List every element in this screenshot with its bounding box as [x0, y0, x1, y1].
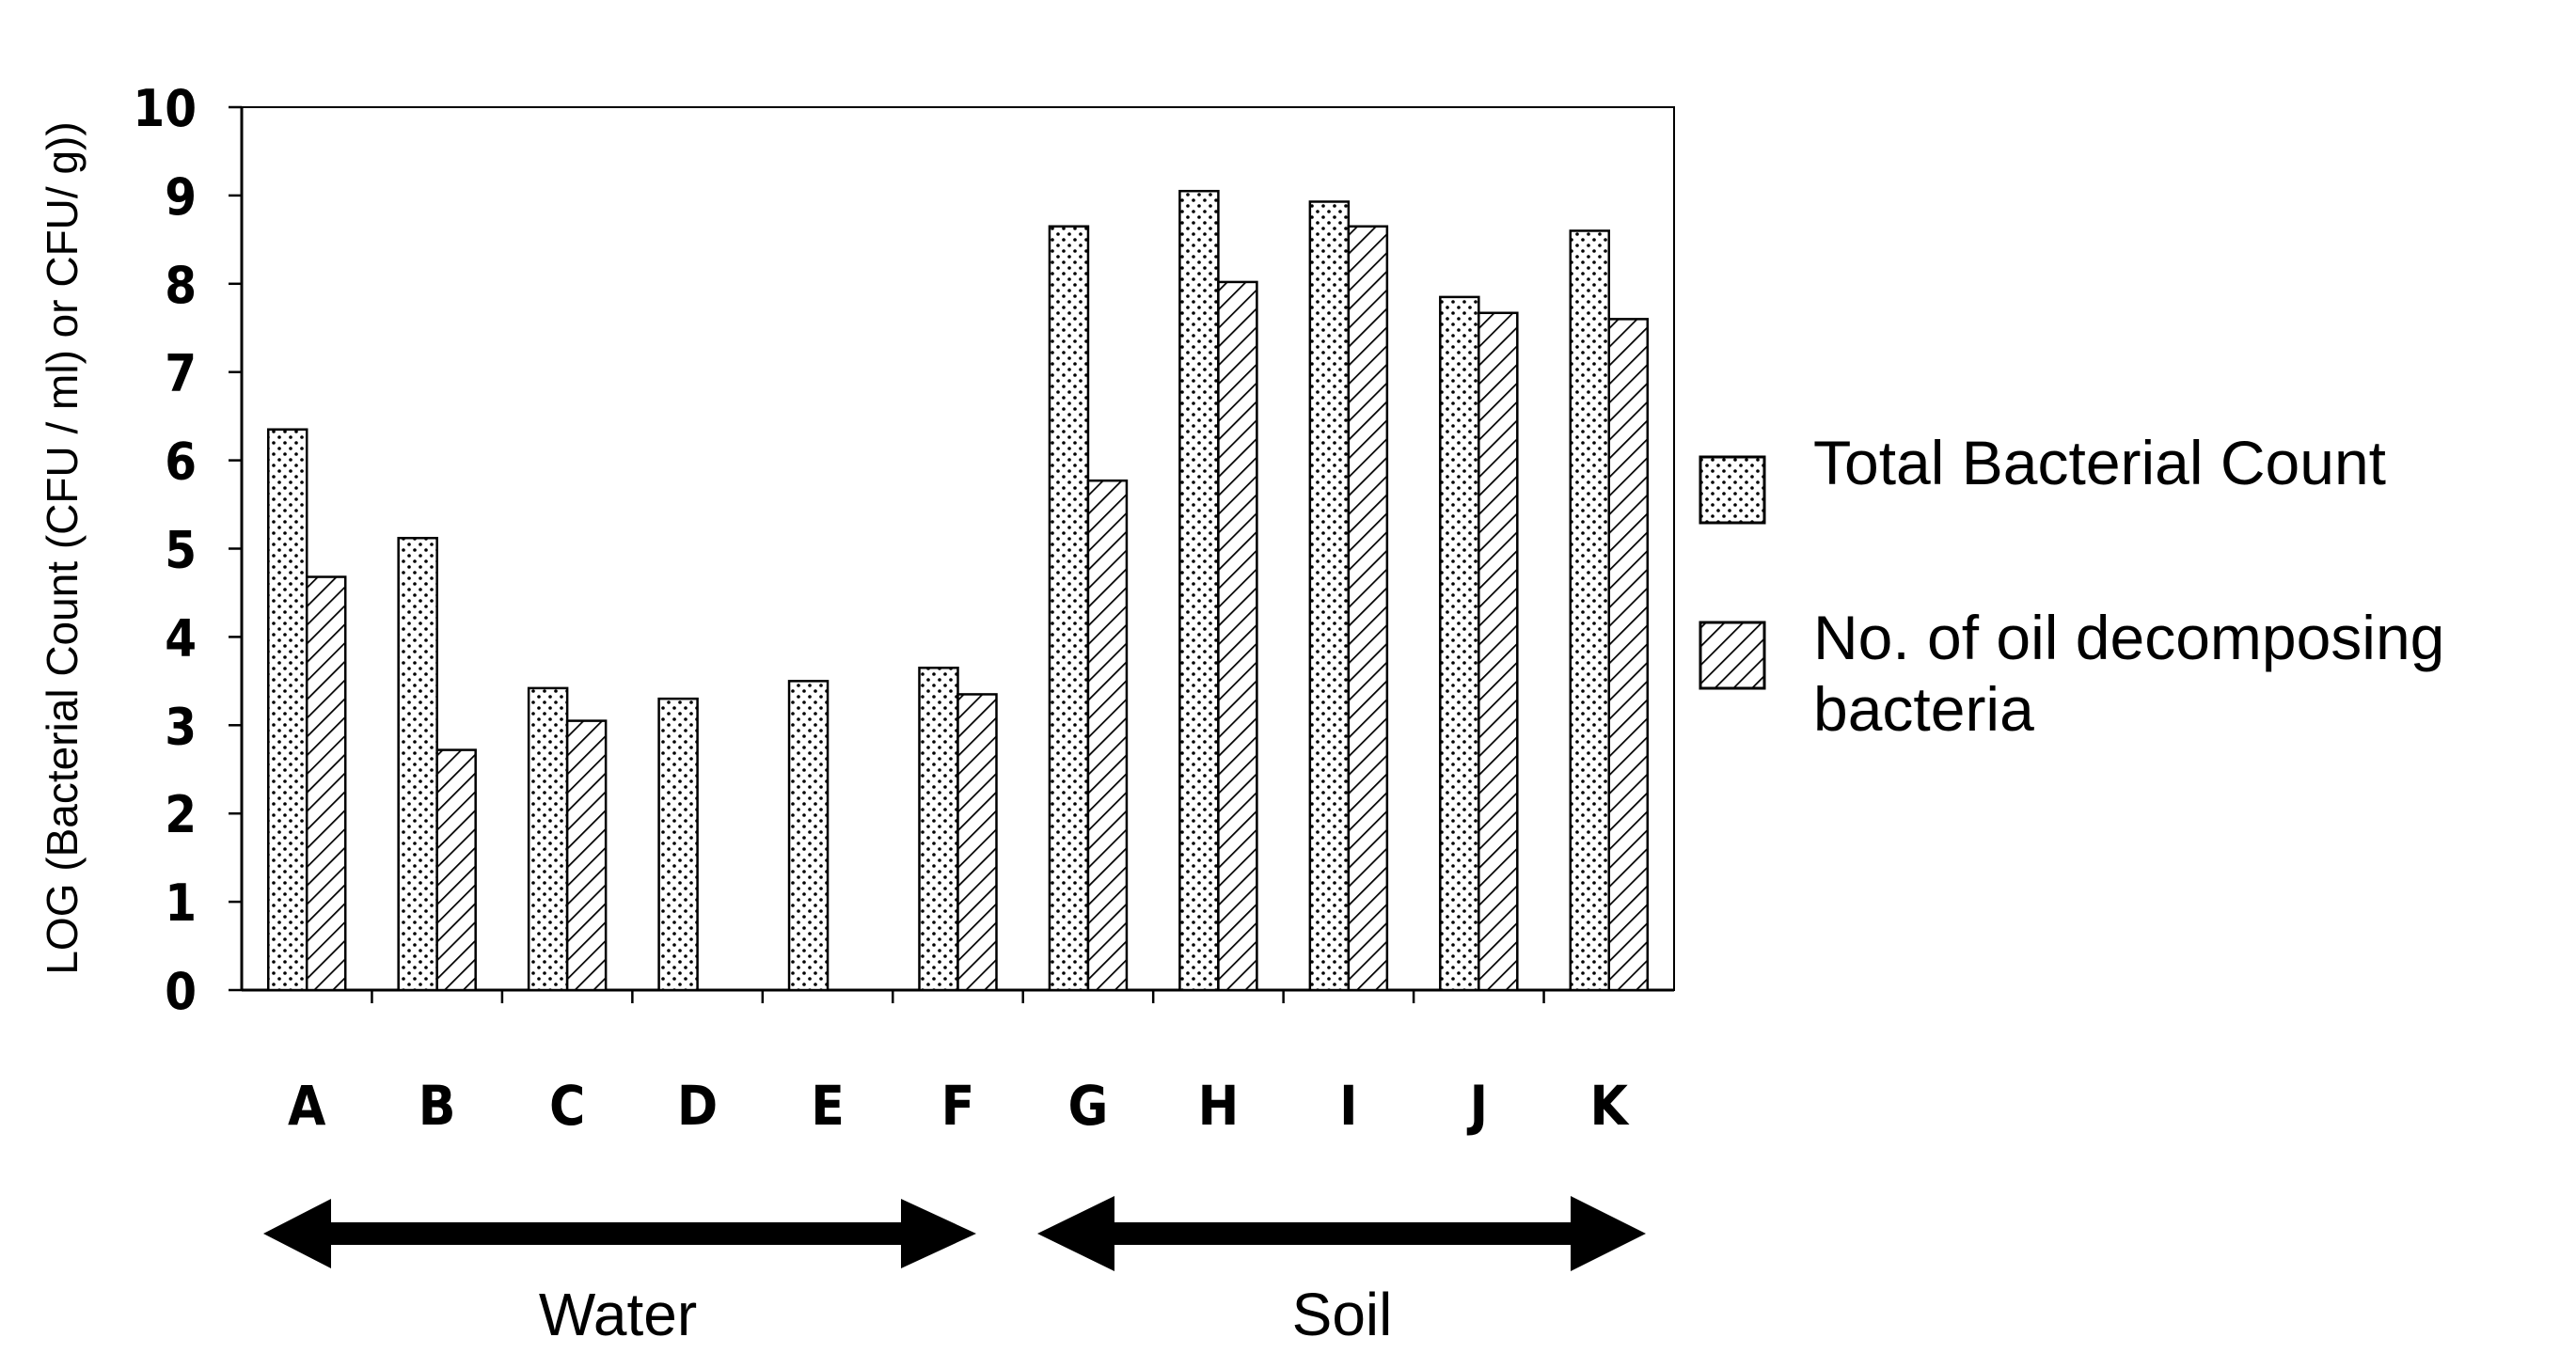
bar-oil-decomposing-bacteria — [1347, 225, 1389, 992]
legend-label-oil-line2: bacteria — [1813, 674, 2034, 744]
legend-label-total: Total Bacterial Count — [1813, 428, 2386, 497]
double-arrow-water — [263, 1199, 976, 1268]
x-tick-label: H — [1198, 1074, 1240, 1138]
bar-oil-decomposing-bacteria — [956, 693, 998, 992]
x-tick-label: J — [1467, 1074, 1488, 1138]
x-tick-label: C — [549, 1074, 585, 1138]
y-tick-label: 1 — [165, 873, 197, 933]
x-axis-ticks: A B C D E F G H I J K — [288, 990, 1631, 1138]
legend-item-total: Total Bacterial Count — [1699, 428, 2386, 525]
group-arrow-water: Water — [263, 1199, 976, 1348]
legend-item-oil: No. of oil decomposing bacteria — [1699, 603, 2462, 744]
bar-total-bacterial-count — [1308, 200, 1351, 992]
double-arrow-soil — [1037, 1196, 1646, 1271]
legend: Total Bacterial Count No. of oil decompo… — [1699, 428, 2462, 744]
bar-total-bacterial-count — [657, 697, 699, 992]
x-tick-label: K — [1590, 1074, 1631, 1138]
bar-total-bacterial-count — [1439, 295, 1480, 992]
y-axis-label: LOG (Bacterial Count (CFU / ml) or CFU/ … — [38, 121, 87, 974]
y-tick-label: 7 — [165, 344, 197, 403]
x-tick-label: G — [1068, 1074, 1109, 1138]
bar-total-bacterial-count — [1048, 225, 1090, 992]
legend-swatch-dots — [1699, 455, 1766, 525]
x-tick-label: E — [811, 1074, 845, 1138]
y-tick-label: 6 — [165, 433, 197, 492]
y-tick-label: 10 — [133, 79, 197, 138]
bar-total-bacterial-count — [527, 686, 569, 992]
bar-oil-decomposing-bacteria — [305, 575, 347, 992]
bar-total-bacterial-count — [266, 428, 308, 992]
y-tick-label: 0 — [165, 962, 197, 1021]
x-tick-label: I — [1339, 1074, 1357, 1138]
legend-label-oil-line1: No. of oil decomposing — [1813, 603, 2444, 672]
bars-layer — [266, 189, 1650, 992]
bar-total-bacterial-count — [918, 667, 959, 992]
bar-total-bacterial-count — [1569, 229, 1611, 992]
y-tick-label: 2 — [165, 785, 197, 844]
group-label-soil: Soil — [1292, 1281, 1393, 1348]
y-tick-label: 4 — [165, 608, 197, 668]
group-label-water: Water — [539, 1281, 697, 1348]
y-tick-label: 3 — [165, 697, 197, 756]
bar-total-bacterial-count — [1178, 189, 1220, 992]
bar-oil-decomposing-bacteria — [1217, 280, 1258, 992]
legend-label-oil: No. of oil decomposing bacteria — [1813, 603, 2462, 744]
x-tick-label: F — [941, 1074, 975, 1138]
y-axis-ticks: 0 1 2 3 4 5 6 7 8 9 10 — [133, 79, 242, 1021]
x-tick-label: D — [677, 1074, 718, 1138]
group-arrow-soil: Soil — [1037, 1196, 1646, 1348]
bar-oil-decomposing-bacteria — [1086, 479, 1129, 992]
bar-oil-decomposing-bacteria — [1478, 311, 1519, 992]
legend-swatch-hatch — [1699, 621, 1766, 690]
x-tick-label: A — [288, 1074, 326, 1138]
y-tick-label: 9 — [165, 167, 197, 227]
y-tick-label: 5 — [165, 521, 197, 580]
bar-oil-decomposing-bacteria — [565, 719, 608, 992]
bar-oil-decomposing-bacteria — [435, 748, 477, 992]
y-tick-label: 8 — [165, 256, 197, 315]
bar-oil-decomposing-bacteria — [1607, 318, 1650, 992]
x-tick-label: B — [419, 1074, 456, 1138]
bar-total-bacterial-count — [787, 680, 830, 992]
bar-total-bacterial-count — [397, 536, 438, 992]
